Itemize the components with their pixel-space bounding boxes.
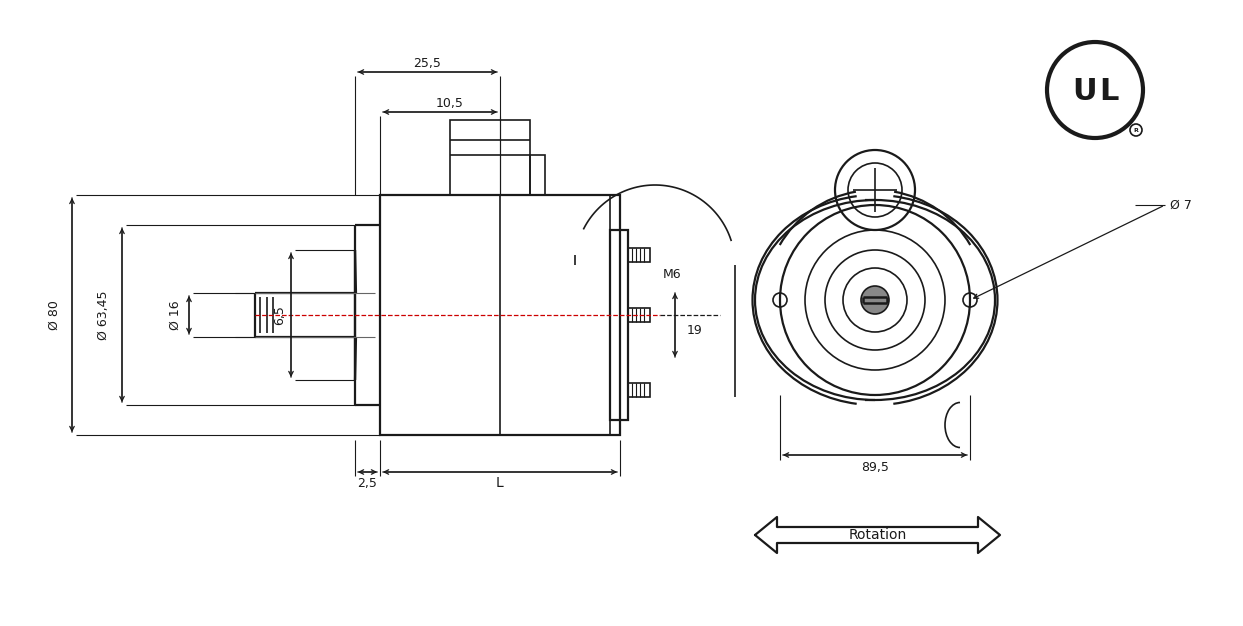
Text: U: U bbox=[1073, 78, 1098, 106]
Text: Ø 63,45: Ø 63,45 bbox=[97, 290, 111, 340]
Text: Rotation: Rotation bbox=[849, 528, 906, 542]
Text: Ø 7: Ø 7 bbox=[1170, 198, 1192, 212]
Text: L: L bbox=[1099, 78, 1119, 106]
Text: 19: 19 bbox=[687, 324, 702, 337]
Text: 89,5: 89,5 bbox=[861, 461, 889, 473]
Circle shape bbox=[861, 286, 889, 314]
Text: L: L bbox=[496, 476, 503, 490]
Bar bbox=[380, 195, 620, 435]
Text: R: R bbox=[1134, 128, 1139, 133]
Bar bbox=[610, 230, 628, 420]
Text: Ø 80: Ø 80 bbox=[47, 300, 61, 330]
Bar bbox=[628, 383, 650, 397]
Text: 6,5: 6,5 bbox=[273, 305, 286, 325]
Bar bbox=[628, 308, 650, 322]
Bar bbox=[450, 120, 530, 195]
Text: 2,5: 2,5 bbox=[358, 476, 378, 490]
Bar bbox=[628, 248, 650, 262]
Text: 10,5: 10,5 bbox=[436, 96, 464, 110]
Text: 25,5: 25,5 bbox=[414, 56, 441, 69]
Text: M6: M6 bbox=[663, 269, 681, 282]
Text: Ø 16: Ø 16 bbox=[169, 300, 181, 330]
Bar bbox=[530, 155, 544, 195]
